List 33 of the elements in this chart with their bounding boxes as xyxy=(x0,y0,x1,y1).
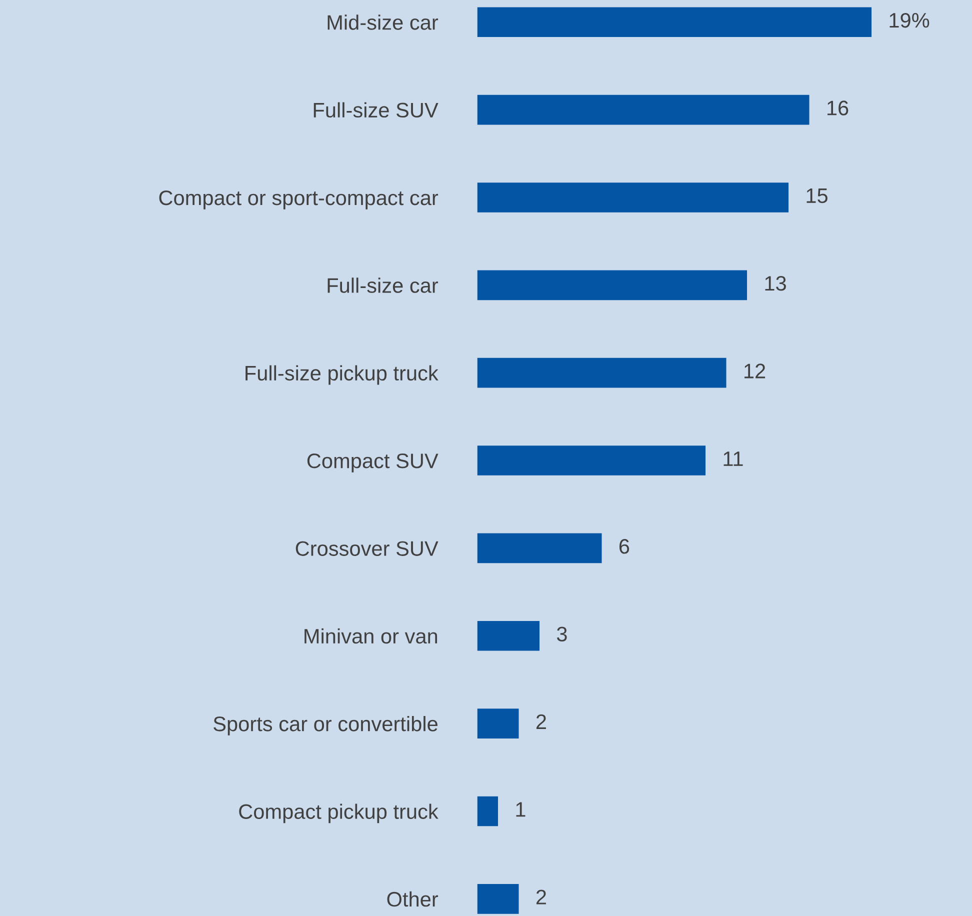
y-tick-label: Sports car or convertible xyxy=(214,716,438,736)
data-label: 16 xyxy=(828,100,848,116)
data-label: 12 xyxy=(744,364,766,378)
data-label: 3 xyxy=(556,626,567,642)
y-tick-label: Crossover SUV xyxy=(296,541,438,556)
bar xyxy=(477,796,498,826)
y-tick-label: Other xyxy=(387,891,438,907)
bar xyxy=(477,182,789,212)
y-tick-label: Minivan or van xyxy=(304,628,438,644)
bar xyxy=(477,446,706,476)
bar xyxy=(477,533,602,564)
bar xyxy=(477,884,519,914)
y-tick-label: Full-size pickup truck xyxy=(246,365,438,385)
bar xyxy=(477,7,872,38)
data-label: 13 xyxy=(765,276,786,291)
y-tick-label: Compact SUV xyxy=(307,454,438,472)
data-label: 2 xyxy=(536,714,546,729)
data-label: 1 xyxy=(516,802,526,817)
data-label: 15 xyxy=(806,188,828,204)
bar xyxy=(477,358,726,388)
y-tick-label: Compact pickup truck xyxy=(239,804,438,824)
bar xyxy=(477,708,519,738)
y-tick-label: Full-size SUV xyxy=(314,102,438,118)
data-label: 19% xyxy=(890,12,930,28)
bar xyxy=(477,620,540,651)
data-label: 6 xyxy=(619,539,630,554)
y-tick-label: Mid-size car xyxy=(328,14,438,30)
y-tick-label: Full-size car xyxy=(328,278,438,293)
bar xyxy=(477,270,748,300)
y-tick-label: Compact or sport-compact car xyxy=(159,190,438,210)
bar xyxy=(477,94,810,125)
data-label: 11 xyxy=(724,452,743,466)
data-label: 2 xyxy=(536,890,546,904)
